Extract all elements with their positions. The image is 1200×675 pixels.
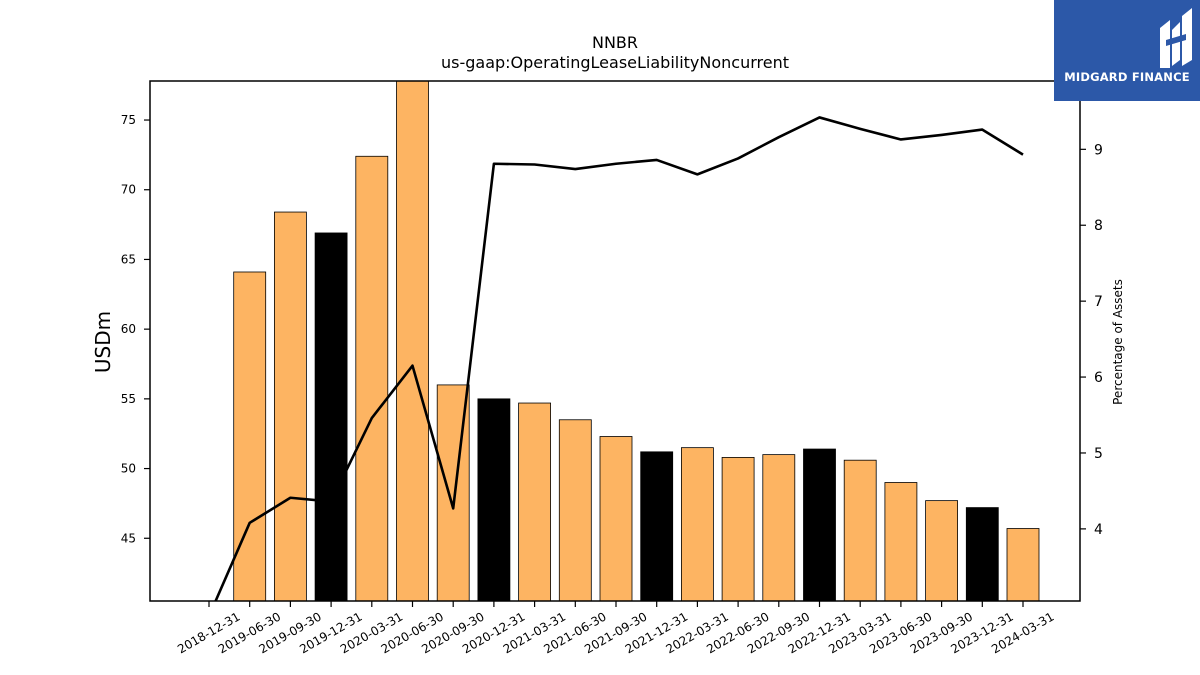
y-tick-label: 75 (121, 113, 136, 127)
bar-2021-06-30 (558, 419, 592, 601)
chart-title: NNBR (592, 33, 638, 52)
bar-2021-03-31 (518, 402, 551, 601)
bar-2023-09-30 (925, 500, 958, 601)
y-tick-label: 45 (121, 531, 136, 545)
chart-subtitle: us-gaap:OperatingLeaseLiabilityNoncurren… (441, 53, 789, 72)
bar-2021-12-31 (640, 451, 674, 601)
plot-frame (149, 80, 1081, 602)
y-axis-label: USDm (91, 311, 115, 373)
y-tick-label: 55 (121, 392, 136, 406)
bar-2023-03-31 (843, 459, 877, 601)
bar-2019-09-30 (273, 211, 307, 601)
line-group (214, 116, 1024, 601)
bars-group (233, 81, 1040, 601)
y-tick-label: 70 (121, 183, 136, 197)
y2-tick-label: 6 (1094, 370, 1103, 386)
y2-tick-label: 7 (1094, 294, 1103, 310)
bar-2019-12-31 (314, 232, 348, 601)
y-tick-label: 65 (121, 252, 136, 266)
line-series (214, 116, 1024, 601)
y-tick-label: 60 (121, 322, 136, 336)
bar-2023-12-31 (965, 507, 999, 601)
bar-2020-03-31 (355, 155, 389, 601)
y2-axis-label: Percentage of Assets (1111, 279, 1125, 405)
bar-2022-03-31 (681, 447, 714, 601)
y2-tick-label: 8 (1094, 218, 1103, 234)
y2-tick-label: 5 (1094, 446, 1103, 462)
bar-2022-06-30 (721, 457, 755, 601)
bar-2020-06-30 (396, 81, 429, 601)
bar-2022-09-30 (762, 454, 796, 601)
brand-logo: MIDGARD FINANCE (1054, 0, 1200, 101)
y2-tick-label: 4 (1094, 522, 1103, 538)
logo-mark-icon (1160, 8, 1192, 68)
y-tick-label: 50 (121, 462, 136, 476)
logo-text: MIDGARD FINANCE (1064, 70, 1190, 84)
bar-2022-12-31 (803, 448, 836, 601)
bar-2020-12-31 (477, 398, 511, 601)
bar-2024-03-31 (1006, 528, 1040, 601)
y2-tick-label: 9 (1094, 142, 1103, 158)
bar-2023-06-30 (884, 482, 918, 601)
bar-2021-09-30 (599, 436, 633, 601)
